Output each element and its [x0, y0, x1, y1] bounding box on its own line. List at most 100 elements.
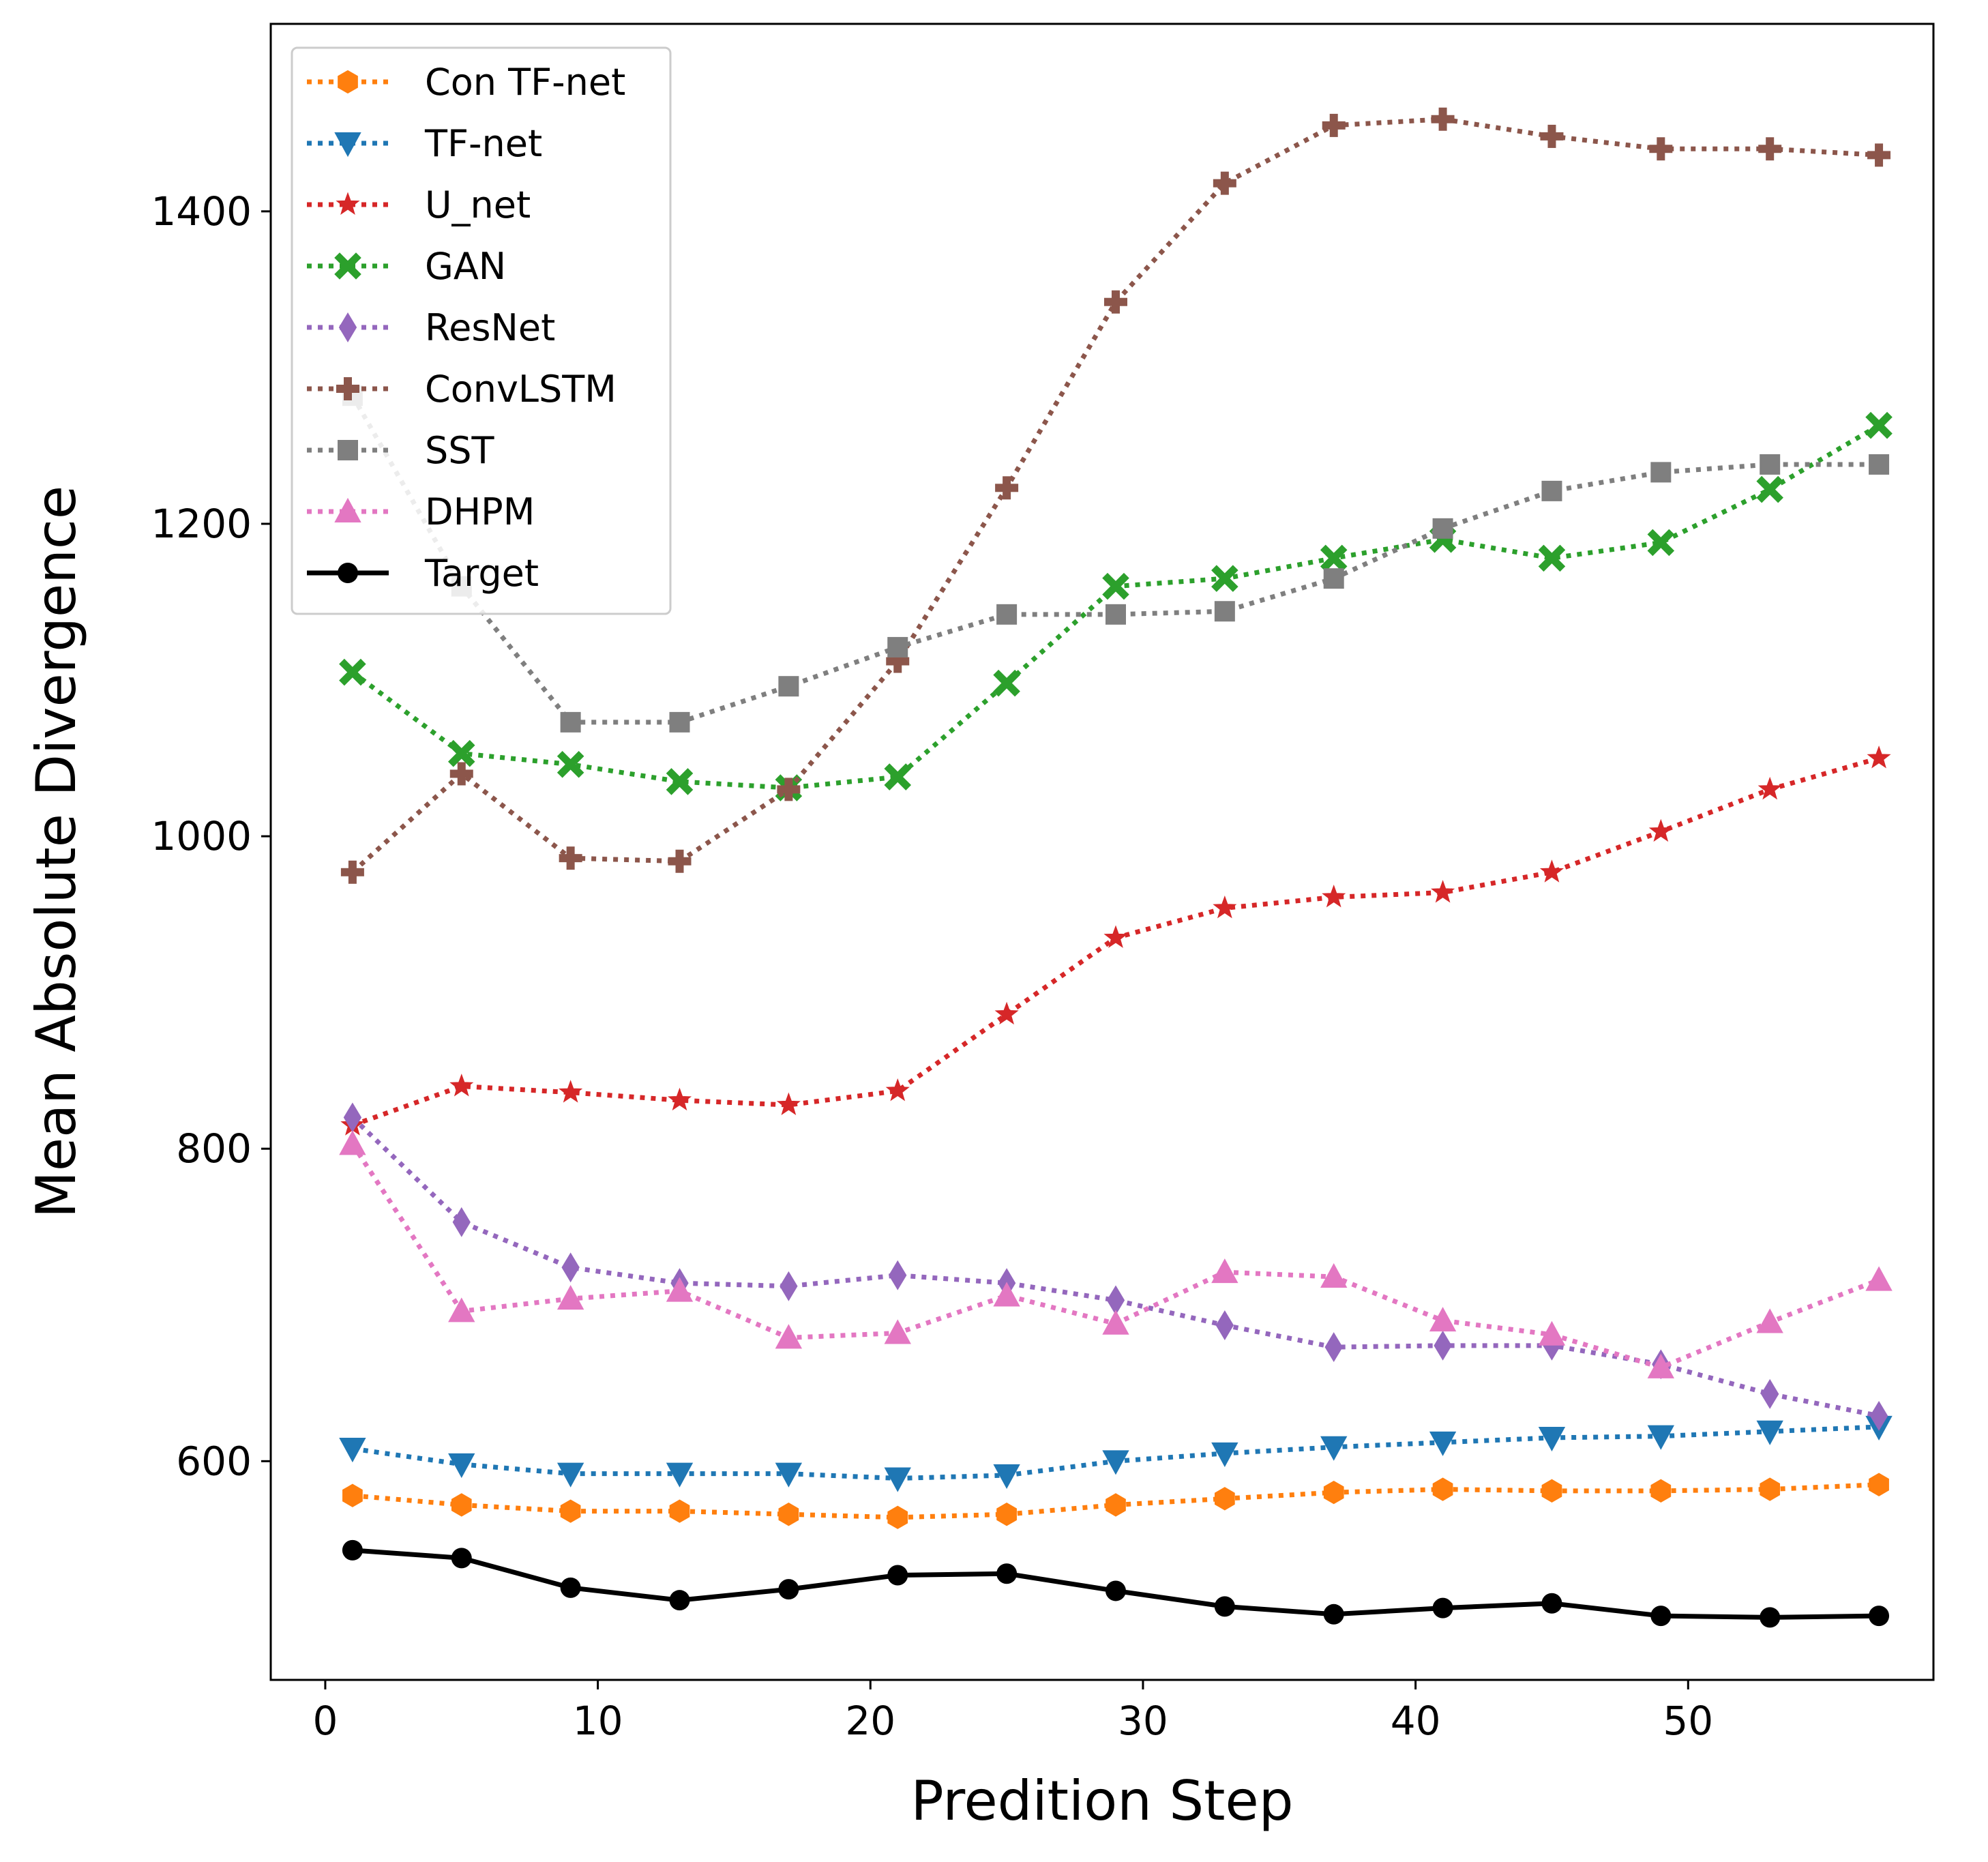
marker-bar — [1766, 137, 1775, 161]
y-tick-label: 600 — [176, 1438, 252, 1484]
data-point — [1322, 113, 1346, 137]
data-point — [1869, 1606, 1890, 1627]
x-axis-label: Predition Step — [910, 1769, 1293, 1833]
data-point — [1541, 1479, 1562, 1503]
data-point — [1323, 1604, 1344, 1625]
marker-stroke — [334, 252, 361, 280]
data-point — [778, 676, 799, 697]
legend-label: ResNet — [425, 306, 555, 349]
legend-item: U_net — [307, 183, 531, 226]
data-point — [559, 1080, 583, 1103]
data-point — [1541, 480, 1562, 501]
data-point — [1757, 776, 1782, 800]
legend-item: Con TF-net — [307, 61, 625, 104]
data-point — [1539, 859, 1564, 883]
legend-marker — [334, 132, 361, 158]
data-point — [1647, 1425, 1675, 1450]
data-point — [561, 1252, 580, 1283]
series-convlstm — [340, 107, 1891, 884]
data-point — [452, 1207, 471, 1237]
data-point — [1211, 1258, 1238, 1284]
marker-stroke — [447, 739, 475, 767]
data-point — [1538, 1320, 1566, 1346]
data-point — [1211, 1442, 1238, 1467]
series-dhpm — [339, 1130, 1893, 1378]
legend-marker — [338, 563, 358, 583]
data-point — [1756, 475, 1783, 503]
legend: Con TF-net TF-net U_net GAN ResNet ConvLSTM SS… — [291, 46, 672, 615]
data-point — [1650, 1606, 1672, 1627]
marker-bar — [344, 377, 352, 400]
legend-item: SST — [307, 429, 495, 472]
data-point — [1647, 1353, 1675, 1378]
data-point — [1432, 518, 1453, 539]
legend-marker — [338, 312, 357, 342]
legend-item: TF-net — [307, 122, 542, 165]
data-point — [1432, 1477, 1453, 1501]
data-point — [887, 1565, 908, 1586]
x-tick-label: 50 — [1663, 1698, 1713, 1744]
marker-stroke — [1102, 572, 1129, 600]
data-point — [996, 604, 1018, 625]
data-point — [1760, 1477, 1781, 1501]
marker-bar — [1003, 476, 1011, 500]
marker-stroke — [884, 763, 912, 790]
data-point — [669, 711, 690, 733]
data-point — [884, 763, 912, 790]
x-tick-label: 0 — [312, 1698, 338, 1744]
data-point — [451, 1493, 472, 1517]
data-point — [1429, 1307, 1457, 1332]
legend-label: DHPM — [425, 490, 535, 533]
data-point — [995, 476, 1019, 500]
marker-stroke — [1320, 544, 1348, 572]
marker-bar — [457, 762, 466, 786]
data-point — [1211, 565, 1238, 592]
data-point — [1648, 818, 1673, 842]
data-point — [560, 1499, 581, 1523]
data-point — [1320, 544, 1348, 572]
legend-label: U_net — [425, 183, 531, 226]
data-point — [560, 711, 581, 733]
data-point — [993, 1282, 1020, 1307]
data-point — [557, 1285, 584, 1310]
data-point — [669, 1590, 690, 1611]
data-point — [996, 1563, 1018, 1584]
data-point — [669, 1499, 690, 1523]
axis-ticks: 0 10 20 30 40 50 600 800 1000 1200 1400 — [151, 188, 1713, 1744]
data-point — [887, 1505, 908, 1529]
series-line — [350, 394, 1880, 725]
data-point — [1324, 1332, 1343, 1363]
data-point — [996, 1503, 1017, 1526]
data-point — [1865, 411, 1893, 439]
data-point — [667, 1087, 692, 1111]
data-point — [1538, 544, 1566, 572]
data-point — [1103, 290, 1127, 314]
legend-label: Target — [424, 552, 539, 595]
legend-item: ConvLSTM — [307, 368, 617, 411]
data-point — [993, 1464, 1020, 1490]
data-point — [560, 1577, 581, 1598]
data-point — [1213, 171, 1236, 195]
data-point — [778, 1503, 799, 1526]
y-tick-label: 1400 — [151, 188, 252, 235]
legend-item: ResNet — [307, 306, 555, 349]
legend-box — [291, 46, 672, 615]
data-point — [1758, 137, 1782, 161]
legend-label: SST — [425, 429, 495, 472]
data-point — [448, 1297, 475, 1322]
data-point — [885, 1078, 910, 1102]
legend-marker — [336, 377, 359, 400]
legend-label: TF-net — [424, 122, 542, 165]
data-point — [1213, 895, 1237, 919]
y-tick-label: 800 — [176, 1125, 252, 1172]
marker-stroke — [666, 768, 694, 795]
marker-bar — [1875, 143, 1884, 167]
marker-bar — [1657, 137, 1665, 161]
marker-stroke — [557, 750, 584, 778]
series-con-tf-net — [342, 1473, 1889, 1529]
marker-stroke — [993, 669, 1020, 697]
x-tick-label: 10 — [573, 1698, 623, 1744]
data-point — [1105, 604, 1126, 625]
data-point — [1541, 1593, 1562, 1614]
y-axis-label: Mean Absolute Divergence — [25, 486, 88, 1218]
